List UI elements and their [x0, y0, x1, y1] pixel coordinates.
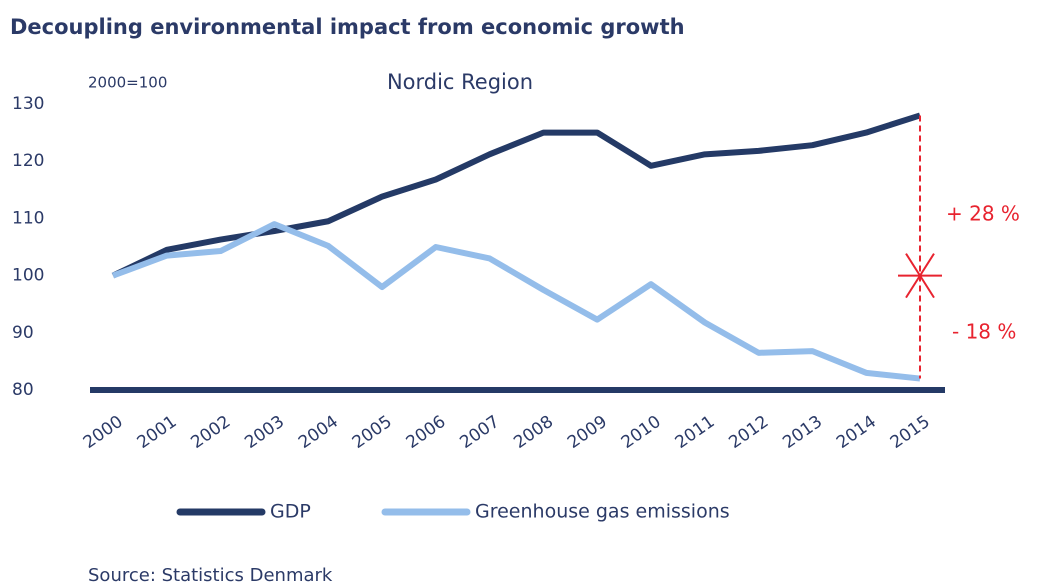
- series-line: [111, 221, 921, 382]
- series-line: [111, 112, 921, 279]
- x-tick-label: 2009: [564, 412, 611, 453]
- chart-subtitle: Nordic Region: [387, 70, 533, 94]
- x-tick-label: 2008: [510, 412, 557, 453]
- x-tick-label: 2010: [618, 412, 665, 453]
- annotation: + 28 %: [946, 202, 1020, 226]
- gap-marker: [905, 253, 935, 299]
- x-tick-label: 2006: [403, 412, 450, 453]
- source: Source: Statistics Denmark: [88, 565, 333, 585]
- x-tick-label: 2005: [349, 412, 396, 453]
- x-tick-label: 2014: [833, 412, 880, 453]
- y-tick-label: 130: [12, 94, 44, 114]
- x-tick-label: 2004: [295, 412, 342, 453]
- x-tick-label: 2003: [241, 412, 288, 453]
- y-tick-label: 80: [12, 380, 34, 400]
- x-tick-label: 2013: [779, 412, 826, 453]
- legend-label: GDP: [270, 501, 311, 523]
- legend-label: Greenhouse gas emissions: [475, 501, 730, 523]
- x-tick-label: 2001: [134, 412, 181, 453]
- x-tick-label: 2000: [80, 412, 127, 453]
- y-tick-label: 90: [12, 323, 34, 343]
- x-tick-label: 2007: [456, 412, 503, 453]
- x-tick-label: 2011: [672, 412, 719, 453]
- axis-note: 2000=100: [88, 74, 167, 92]
- chart-title: Decoupling environmental impact from eco…: [10, 15, 685, 39]
- y-tick-label: 120: [12, 151, 44, 171]
- y-tick-label: 100: [12, 266, 44, 286]
- y-tick-label: 110: [12, 208, 44, 228]
- x-tick-label: 2015: [887, 412, 934, 453]
- x-tick-label: 2002: [187, 412, 234, 453]
- annotation: - 18 %: [952, 320, 1016, 344]
- x-tick-label: 2012: [725, 412, 772, 453]
